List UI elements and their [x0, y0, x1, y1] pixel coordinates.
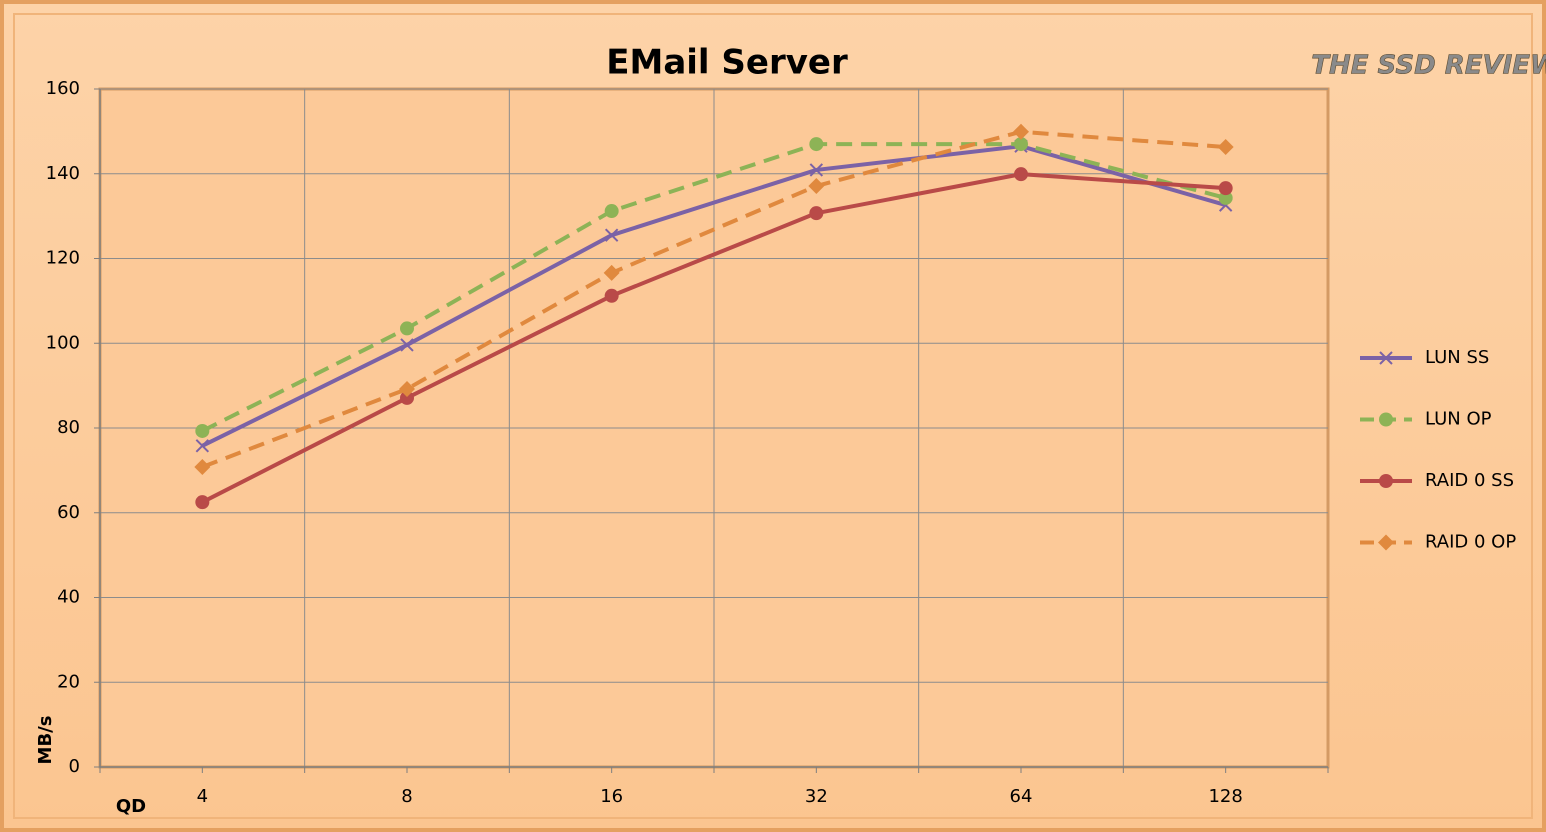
legend-label: LUN OP [1425, 409, 1492, 430]
y-tick-label: 40 [57, 587, 80, 608]
y-tick-label: 100 [46, 332, 80, 353]
marker [1379, 412, 1393, 427]
marker [1379, 351, 1393, 365]
marker [809, 163, 824, 177]
marker [195, 439, 210, 453]
marker [604, 288, 619, 303]
marker [1378, 534, 1394, 551]
marker [195, 423, 210, 438]
series-line [201, 144, 1227, 448]
marker [400, 390, 414, 405]
marker [1014, 137, 1028, 152]
marker [1218, 190, 1233, 205]
marker [194, 458, 211, 475]
marker [400, 338, 414, 352]
x-tick-label: 64 [1010, 786, 1033, 807]
legend-label: RAID 0 OP [1425, 532, 1516, 553]
marker [400, 321, 414, 336]
inner-frame [13, 13, 1533, 819]
y-tick-label: 20 [57, 671, 80, 692]
marker [1013, 123, 1029, 140]
marker [399, 381, 415, 398]
marker [809, 206, 824, 221]
marker [604, 228, 619, 242]
marker [1379, 474, 1393, 488]
marker [1217, 139, 1234, 156]
x-axis-title: QD [116, 796, 146, 817]
y-tick-label: 120 [46, 248, 80, 269]
x-tick-label: 4 [197, 786, 208, 807]
series-line [201, 129, 1226, 469]
y-tick-label: 0 [69, 756, 80, 777]
chart-title: EMail Server [606, 43, 848, 83]
y-tick-label: 60 [57, 502, 80, 523]
y-tick-label: 80 [57, 417, 80, 438]
series-line [201, 142, 1227, 433]
marker [808, 178, 825, 195]
x-tick-label: 8 [401, 786, 412, 807]
series-line [201, 172, 1226, 504]
legend-label: RAID 0 SS [1425, 470, 1514, 491]
marker [604, 204, 619, 219]
y-axis-title: MB/s [35, 716, 56, 765]
logo: THE SSD REVIEW [1311, 51, 1546, 81]
x-tick-label: 128 [1208, 786, 1242, 807]
legend-label: LUN SS [1425, 347, 1489, 368]
marker [809, 137, 824, 152]
x-tick-label: 32 [805, 786, 828, 807]
marker [195, 495, 210, 510]
marker [603, 264, 620, 281]
y-tick-label: 140 [46, 163, 80, 184]
y-tick-label: 160 [46, 78, 80, 99]
marker [1218, 181, 1233, 196]
marker [1014, 167, 1028, 182]
x-tick-label: 16 [600, 786, 623, 807]
